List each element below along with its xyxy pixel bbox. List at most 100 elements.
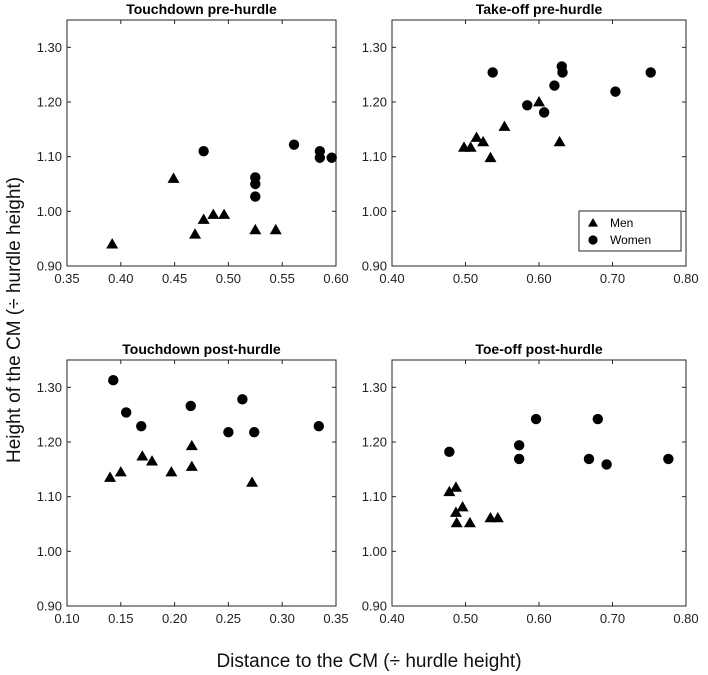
women-point xyxy=(601,459,612,470)
women-point xyxy=(538,107,550,118)
x-axis-label: Distance to the CM (÷ hurdle height) xyxy=(216,651,521,672)
men-point xyxy=(477,135,490,147)
men-point xyxy=(189,228,202,239)
men-point xyxy=(246,476,259,487)
panel-4: Toe-off post-hurdle 0.40 0.50 0.60 0.70 0.80 0… xyxy=(362,341,699,626)
x-tick-label: 0.70 xyxy=(600,271,625,286)
y-tick-label: 0.90 xyxy=(37,599,62,614)
men-point xyxy=(185,460,198,471)
women-point xyxy=(223,426,234,438)
legend-label-men: Men xyxy=(610,216,633,230)
women-point xyxy=(185,400,196,412)
y-tick-label: 1.20 xyxy=(362,95,387,110)
x-tick-label: 0.40 xyxy=(108,271,133,286)
panel-title: Toe-off post-hurdle xyxy=(475,341,602,357)
men-point xyxy=(456,501,469,512)
y-tick-label: 1.10 xyxy=(362,149,387,164)
women-point xyxy=(120,407,132,418)
men-point xyxy=(104,471,117,482)
men-point xyxy=(185,439,198,451)
women-point xyxy=(513,453,525,465)
men-point xyxy=(146,455,159,466)
y-tick-label: 1.00 xyxy=(362,204,387,219)
panel-title: Take-off pre-hurdle xyxy=(476,1,603,17)
men-point xyxy=(464,141,477,152)
men-point xyxy=(450,516,463,528)
women-point xyxy=(313,420,324,432)
legend: Men Women xyxy=(578,210,682,252)
men-point xyxy=(218,208,231,219)
men-point xyxy=(553,135,566,147)
x-tick-label: 0.35 xyxy=(323,611,348,626)
panel-title: Touchdown post-hurdle xyxy=(122,341,281,357)
men-point xyxy=(136,450,149,461)
y-tick-label: 1.00 xyxy=(37,544,62,559)
women-point xyxy=(487,67,498,78)
women-point xyxy=(326,152,337,163)
women-point xyxy=(557,67,568,78)
women-point xyxy=(237,394,248,405)
x-tick-label: 0.40 xyxy=(379,611,404,626)
y-tick-label: 0.90 xyxy=(362,259,387,274)
y-tick-label: 1.10 xyxy=(362,489,387,504)
women-point xyxy=(610,86,621,97)
legend-circle-marker xyxy=(588,235,598,245)
men-point xyxy=(443,485,456,497)
plot-frame xyxy=(66,19,337,267)
y-tick-label: 1.20 xyxy=(37,435,62,450)
women-point xyxy=(522,100,533,111)
panel-1: Touchdown pre-hurdle 0.35 0.40 0.45 0.50 0.55… xyxy=(37,1,349,286)
women-point xyxy=(663,453,674,465)
men-point xyxy=(249,223,262,235)
men-point xyxy=(197,213,210,224)
y-tick-label: 0.90 xyxy=(362,599,387,614)
women-point xyxy=(108,375,119,386)
men-point xyxy=(463,516,476,528)
women-point xyxy=(249,426,260,438)
women-point xyxy=(136,420,147,432)
men-point xyxy=(167,172,180,183)
x-tick-label: 0.15 xyxy=(108,611,133,626)
men-point xyxy=(484,151,497,163)
y-tick-label: 0.90 xyxy=(37,259,62,274)
x-tick-label: 0.35 xyxy=(54,271,79,286)
x-tick-label: 0.80 xyxy=(673,611,698,626)
plot-frame xyxy=(391,359,687,607)
y-tick-label: 1.20 xyxy=(362,435,387,450)
men-point xyxy=(114,466,127,477)
women-point xyxy=(250,178,261,190)
men-point xyxy=(470,131,483,142)
women-point xyxy=(583,453,595,465)
y-tick-label: 1.00 xyxy=(37,204,62,219)
x-tick-label: 0.70 xyxy=(600,611,625,626)
women-point xyxy=(645,67,656,78)
men-point xyxy=(207,208,220,219)
men-point xyxy=(269,223,282,235)
y-axis-label: Height of the CM (÷ hurdle height) xyxy=(4,177,25,463)
y-tick-label: 1.30 xyxy=(37,40,62,55)
y-tick-label: 1.30 xyxy=(362,380,387,395)
women-point xyxy=(288,139,300,150)
plot-frame xyxy=(66,359,337,607)
women-point xyxy=(198,146,209,157)
legend-box xyxy=(578,210,682,252)
panel-3: Touchdown post-hurdle 0.10 0.15 0.20 0.25 0.3… xyxy=(37,341,349,626)
women-point xyxy=(444,446,455,458)
men-point xyxy=(449,506,462,517)
x-tick-label: 0.50 xyxy=(453,271,478,286)
y-tick-label: 1.30 xyxy=(362,40,387,55)
x-tick-label: 0.60 xyxy=(526,611,551,626)
y-tick-label: 1.10 xyxy=(37,489,62,504)
y-tick-label: 1.00 xyxy=(362,544,387,559)
men-point xyxy=(491,511,504,523)
x-tick-label: 0.60 xyxy=(323,271,348,286)
women-point xyxy=(314,152,326,163)
men-point xyxy=(498,120,511,131)
panel-2: Take-off pre-hurdle 0.40 0.50 0.60 0.70 0.80 0… xyxy=(362,1,699,286)
x-tick-label: 0.40 xyxy=(379,271,404,286)
x-tick-label: 0.20 xyxy=(162,611,187,626)
legend-triangle-marker xyxy=(588,218,598,227)
men-point xyxy=(165,466,178,477)
y-tick-label: 1.10 xyxy=(37,149,62,164)
